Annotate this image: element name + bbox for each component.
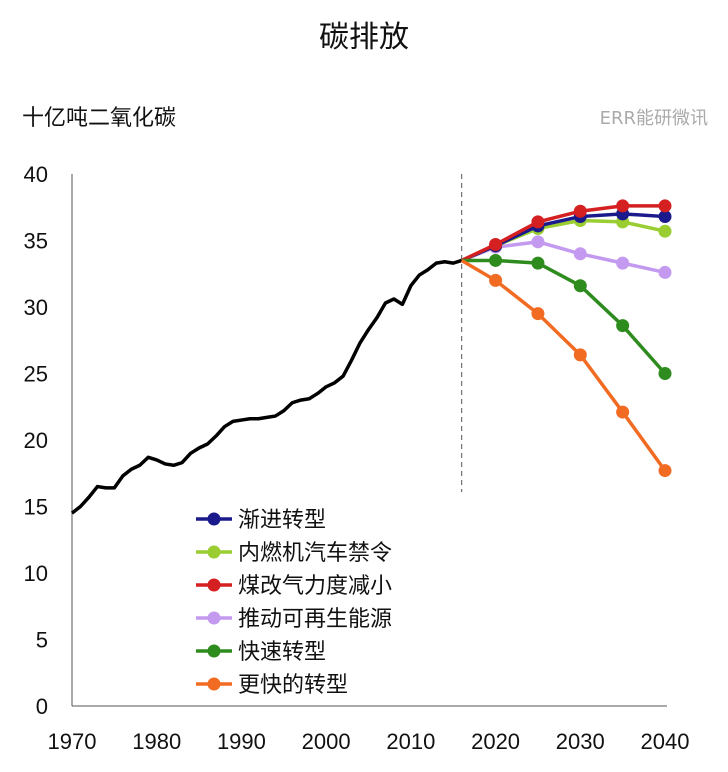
data-point — [616, 199, 630, 213]
legend-label: 内燃机汽车禁令 — [238, 540, 392, 565]
data-point — [573, 348, 587, 362]
data-point — [658, 265, 672, 279]
data-point — [658, 199, 672, 213]
legend-label: 煤改气力度减小 — [238, 573, 392, 598]
legend-label: 推动可再生能源 — [238, 606, 392, 631]
legend-marker — [207, 611, 221, 625]
x-tick-label: 2030 — [556, 729, 605, 754]
y-tick-label: 20 — [24, 428, 48, 453]
legend-marker — [207, 578, 221, 592]
x-tick-label: 2010 — [386, 729, 435, 754]
x-tick-label: 1990 — [217, 729, 266, 754]
data-point — [573, 279, 587, 293]
y-tick-label: 35 — [24, 229, 48, 254]
data-point — [616, 405, 630, 419]
y-tick-label: 5 — [36, 628, 48, 653]
y-tick-label: 0 — [36, 694, 48, 719]
data-point — [658, 464, 672, 478]
series-line — [460, 212, 666, 263]
y-tick-label: 40 — [24, 162, 48, 187]
series-line — [460, 258, 667, 472]
data-point — [489, 237, 503, 251]
chart-title: 碳排放 — [319, 20, 409, 55]
legend-marker — [207, 677, 221, 691]
legend-label: 快速转型 — [238, 639, 326, 664]
y-tick-label: 30 — [24, 295, 48, 320]
y-tick-label: 10 — [24, 561, 48, 586]
x-tick-label: 1970 — [48, 729, 97, 754]
x-tick-label: 1980 — [132, 729, 181, 754]
legend-marker — [207, 512, 221, 526]
watermark: ERR能研微讯 — [599, 108, 708, 129]
x-tick-label: 2020 — [471, 729, 520, 754]
data-point — [616, 256, 630, 270]
data-point — [658, 210, 672, 224]
legend-label: 渐进转型 — [238, 507, 326, 532]
data-point — [573, 247, 587, 261]
legend-marker — [207, 545, 221, 559]
x-tick-label: 2000 — [302, 729, 351, 754]
data-point — [489, 253, 503, 267]
legend-label: 更快的转型 — [238, 672, 348, 697]
x-tick-label: 2040 — [641, 729, 690, 754]
y-tick-label: 25 — [24, 362, 48, 387]
data-point — [616, 319, 630, 333]
data-point — [531, 256, 545, 270]
data-point — [531, 215, 545, 229]
data-point — [658, 367, 672, 380]
data-point — [489, 273, 503, 287]
legend-marker — [207, 644, 221, 658]
y-axis-label: 十亿吨二氧化碳 — [22, 106, 177, 131]
data-point — [573, 204, 587, 218]
data-point — [658, 224, 672, 238]
y-tick-label: 15 — [24, 495, 48, 520]
data-point — [531, 307, 545, 321]
history-line — [70, 258, 463, 515]
data-point — [531, 235, 545, 249]
